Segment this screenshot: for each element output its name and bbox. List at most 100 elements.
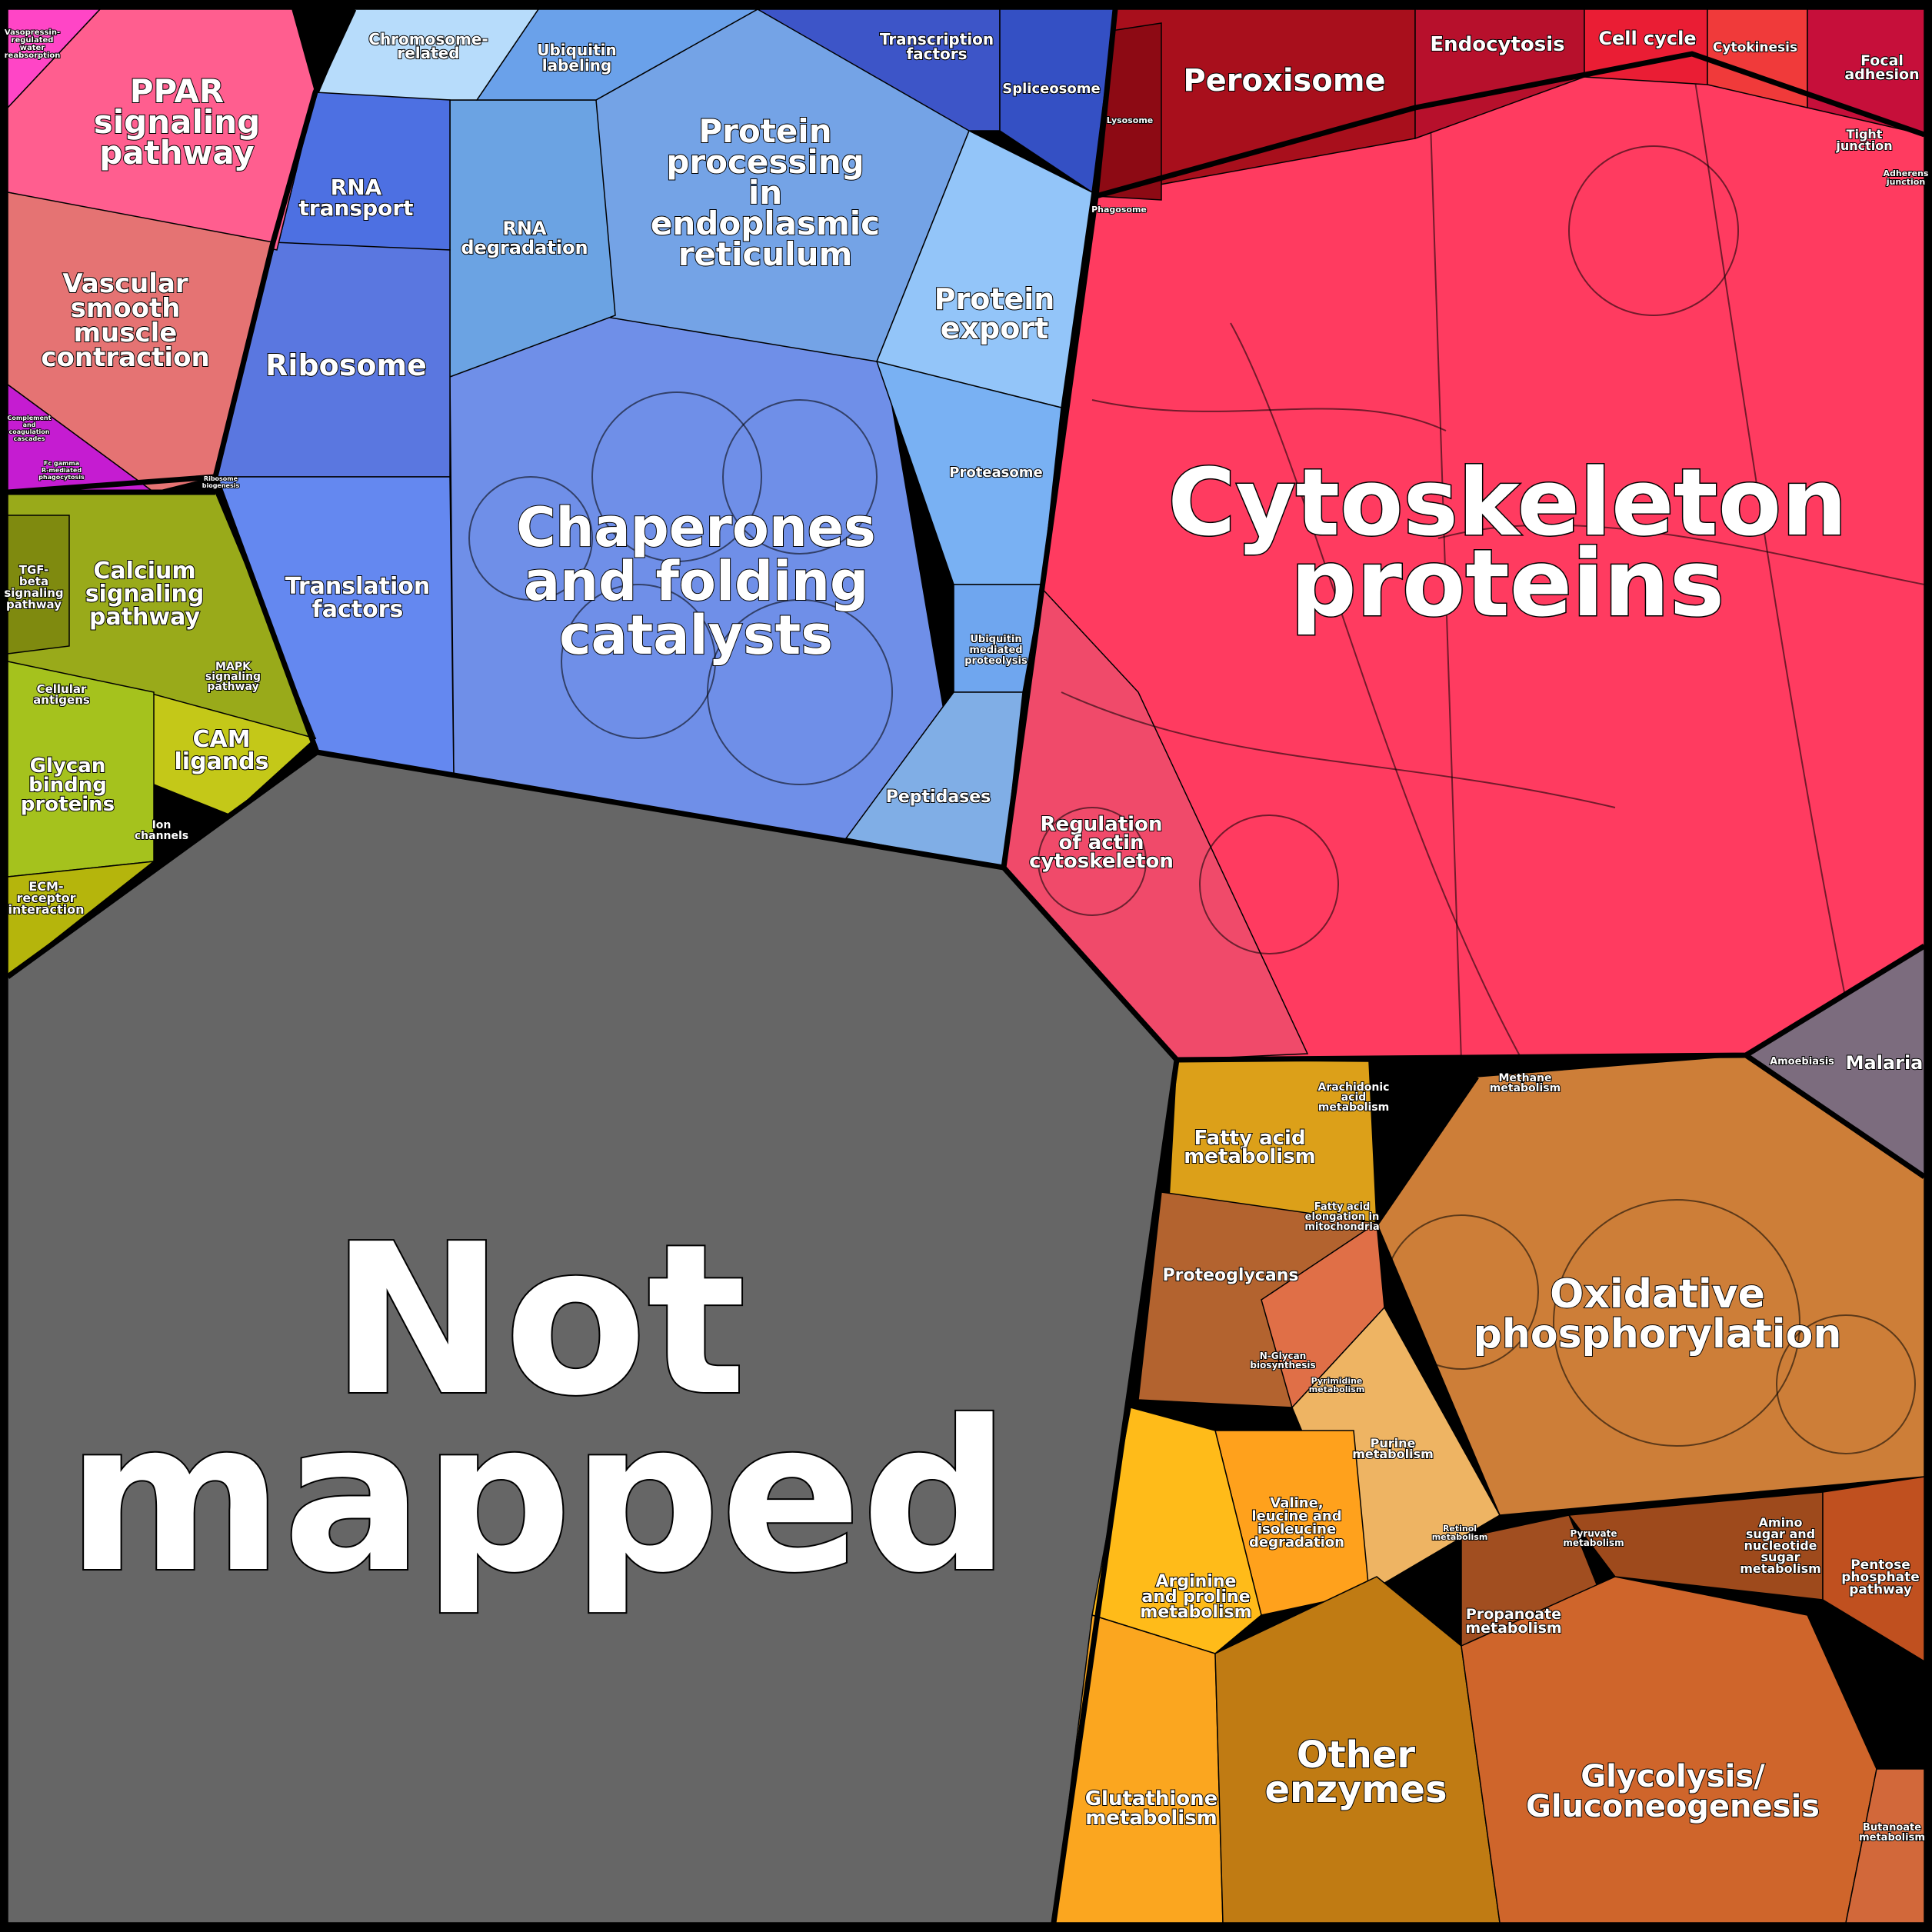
label-other-enzymes-1: Other <box>1297 1734 1415 1777</box>
label-arachidonic-3: metabolism <box>1318 1101 1389 1114</box>
label-chaperones-1: Chaperones <box>516 496 876 559</box>
label-butanoate-1: Butanoate <box>1863 1822 1921 1834</box>
label-chromosome-2: related <box>397 44 459 62</box>
label-protein-processing-3: in <box>748 174 782 212</box>
cytoskeleton-subcells <box>1038 61 1925 1062</box>
label-cytoskeleton-2: proteins <box>1291 531 1724 638</box>
label-translation-factors-2: factors <box>312 596 404 623</box>
label-butanoate-2: metabolism <box>1859 1832 1925 1844</box>
region-vasopressin[interactable] <box>7 8 102 109</box>
label-methane-1: Methane <box>1499 1072 1552 1084</box>
label-propanoate-2: metabolism <box>1465 1620 1561 1637</box>
label-pyruvate-2: metabolism <box>1563 1537 1624 1548</box>
label-pentose-1: Pentose <box>1850 1557 1910 1573</box>
label-mapk-3: pathway <box>207 681 258 693</box>
label-mapk-2: signaling <box>205 671 261 683</box>
label-other-enzymes-2: enzymes <box>1264 1768 1447 1811</box>
label-valine-3: isoleucine <box>1257 1521 1336 1537</box>
label-vasopressin-4: reabsorption <box>5 52 61 60</box>
label-fc-gamma-1: Fc gamma <box>44 460 79 467</box>
label-oxidative-2: phosphorylation <box>1474 1311 1842 1357</box>
label-tight-junction-2: junction <box>1835 138 1892 153</box>
label-focal-adhesion-2: adhesion <box>1844 66 1919 83</box>
label-glycolysis-2: Gluconeogenesis <box>1526 1789 1820 1824</box>
label-calcium-1: Calcium <box>93 558 195 585</box>
label-regulation-actin-2: of actin <box>1058 831 1144 854</box>
label-pentose-2: phosphate <box>1841 1570 1919 1585</box>
label-ppar-3: pathway <box>99 134 255 172</box>
label-chaperones-3: catalysts <box>559 604 833 667</box>
label-rna-transport-2: transport <box>298 195 413 221</box>
label-cam-1: CAM <box>192 726 250 753</box>
region-butanoate[interactable] <box>1845 1768 1925 1924</box>
region-spliceosome[interactable] <box>999 8 1116 194</box>
label-glutathione-1: Glutathione <box>1085 1787 1218 1810</box>
label-fatty-elong-3: mitochondria <box>1304 1221 1379 1233</box>
label-focal-adhesion-1: Focal <box>1860 52 1904 69</box>
label-chaperones-2: and folding <box>524 550 868 613</box>
label-tgf-1: TGF- <box>19 563 49 577</box>
label-phagosome: Phagosome <box>1091 205 1147 215</box>
label-cytoskeleton-1: Cytoskeleton <box>1168 450 1847 557</box>
label-retinol-2: metabolism <box>1432 1532 1488 1542</box>
label-not-mapped-1: Not <box>331 1199 747 1441</box>
label-transcription-factors-2: factors <box>906 45 967 63</box>
label-amino-sugar-5: metabolism <box>1740 1561 1821 1576</box>
label-fatty-acid-1: Fatty acid <box>1194 1127 1305 1150</box>
label-retinol-1: Retinol <box>1443 1524 1477 1534</box>
label-arachidonic-1: Arachidonic <box>1318 1081 1390 1094</box>
label-vascular-4: contraction <box>41 342 209 373</box>
label-rna-degradation-1: RNA <box>502 218 547 239</box>
label-proteasome: Proteasome <box>949 465 1042 481</box>
label-regulation-actin-3: cytoskeleton <box>1029 850 1174 873</box>
region-tgf-beta[interactable] <box>7 515 70 655</box>
label-purine-2: metabolism <box>1352 1447 1434 1461</box>
region-arginine-proline[interactable] <box>1091 1407 1262 1654</box>
label-complement-1: Complement <box>8 415 52 421</box>
label-pentose-3: pathway <box>1849 1582 1912 1597</box>
label-transcription-factors-1: Transcription <box>880 30 994 48</box>
label-adherens-2: junction <box>1886 177 1925 187</box>
label-ecm-1: ECM- <box>28 879 63 894</box>
label-pyrimidine-1: Pyrimidine <box>1311 1376 1363 1386</box>
label-ecm-2: receptor <box>16 891 75 905</box>
label-fc-gamma-3: phagocytosis <box>38 474 85 481</box>
label-arginine-2: and proline <box>1141 1587 1250 1607</box>
label-adherens-1: Adherens <box>1884 168 1929 178</box>
label-mapk-1: MAPK <box>215 661 251 673</box>
label-pyruvate-1: Pyruvate <box>1570 1528 1617 1539</box>
label-protein-processing-5: reticulum <box>678 235 853 273</box>
region-transcription-factors[interactable] <box>755 8 1001 132</box>
label-ubiquitin-labeling-1: Ubiquitin <box>537 41 616 59</box>
label-fatty-elong-2: elongation in <box>1305 1211 1380 1223</box>
region-pentose-phosphate[interactable] <box>1822 1476 1925 1663</box>
oxidative-subcells <box>1384 1199 1916 1454</box>
label-valine-1: Valine, <box>1270 1495 1323 1511</box>
label-arginine-1: Arginine <box>1156 1572 1237 1591</box>
label-protein-processing-4: endoplasmic <box>651 205 880 242</box>
label-propanoate-1: Propanoate <box>1466 1606 1561 1623</box>
label-spliceosome: Spliceosome <box>1002 81 1100 97</box>
label-malaria: Malaria <box>1846 1052 1924 1074</box>
label-calcium-2: signaling <box>85 581 205 608</box>
label-arginine-3: metabolism <box>1140 1603 1251 1622</box>
label-ubiquitin-mediated-1: Ubiquitin <box>970 634 1021 645</box>
label-ribosome-biogenesis-1: Ribosome <box>204 475 238 482</box>
label-nglycan-2: biosynthesis <box>1250 1360 1315 1371</box>
region-vascular-smooth-muscle[interactable] <box>7 192 274 493</box>
label-ppar-2: signaling <box>94 103 260 141</box>
label-calcium-3: pathway <box>89 604 200 631</box>
label-tgf-3: signaling <box>4 586 63 600</box>
label-complement-2: and <box>23 421 36 428</box>
label-valine-2: leucine and <box>1251 1508 1341 1524</box>
label-methane-2: metabolism <box>1490 1082 1561 1094</box>
label-fatty-elong-1: Fatty acid <box>1314 1201 1371 1213</box>
label-pyrimidine-2: metabolism <box>1309 1384 1365 1394</box>
label-ubiquitin-mediated-3: proteolysis <box>964 655 1028 667</box>
label-glutathione-2: metabolism <box>1085 1807 1217 1830</box>
label-rna-transport-1: RNA <box>331 175 382 200</box>
label-glycan-2: bindng <box>28 774 107 797</box>
